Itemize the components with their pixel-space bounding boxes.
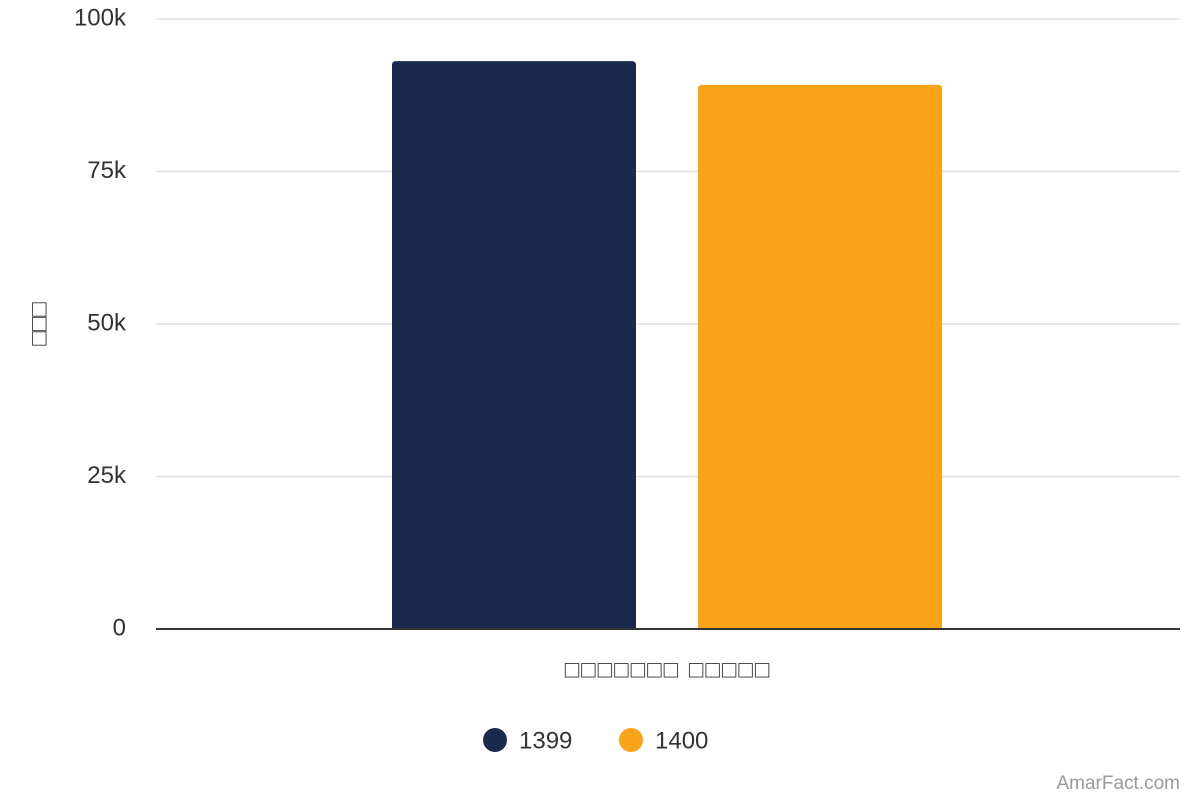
legend-marker — [619, 728, 643, 752]
y-tick-label: 50k — [87, 309, 127, 336]
legend-label: 1400 — [655, 727, 708, 754]
x-axis-label: □□□□□□□ □□□□□ — [565, 656, 772, 683]
y-axis-label: □□□ — [25, 302, 52, 346]
bar — [698, 84, 942, 629]
legend-marker — [483, 728, 507, 752]
bar — [392, 61, 636, 629]
y-tick-label: 25k — [87, 462, 127, 489]
legend-label: 1399 — [519, 727, 572, 754]
credit: AmarFact.com — [1056, 773, 1180, 794]
y-tick-label: 0 — [113, 614, 126, 641]
y-tick-label: 75k — [87, 157, 127, 184]
y-tick-label: 100k — [74, 4, 127, 31]
